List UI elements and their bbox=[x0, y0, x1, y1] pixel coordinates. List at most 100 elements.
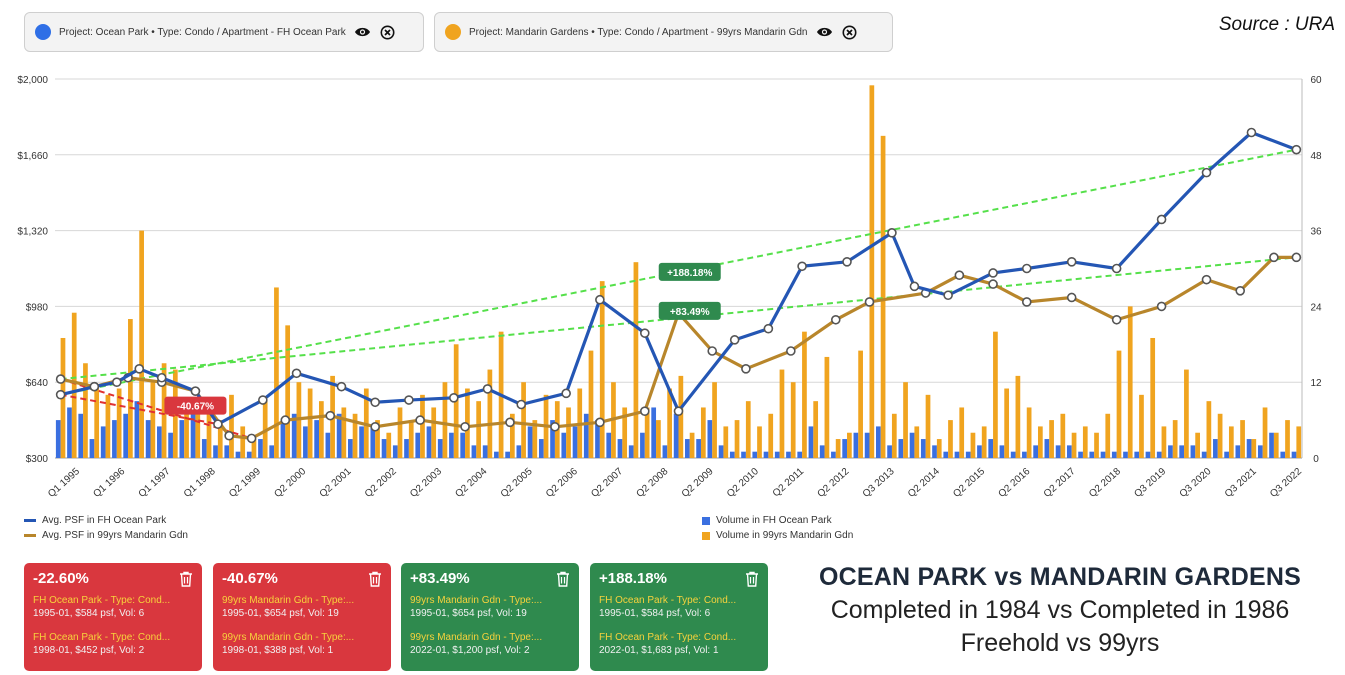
psf-point bbox=[1021, 297, 1032, 307]
x-tick-label: Q2 2001 bbox=[318, 466, 354, 500]
trash-icon[interactable] bbox=[179, 571, 193, 587]
bar-volume-mandarin bbox=[184, 401, 189, 458]
legend-label: Avg. PSF in 99yrs Mandarin Gdn bbox=[42, 530, 188, 541]
psf-point bbox=[639, 328, 650, 338]
trash-icon[interactable] bbox=[745, 571, 759, 587]
psf-point bbox=[213, 419, 223, 429]
bar-volume-ocean-park bbox=[628, 445, 634, 458]
psf-point bbox=[988, 268, 998, 278]
card-to-name: 99yrs Mandarin Gdn - Type:... bbox=[410, 632, 543, 643]
bar-volume-ocean-park bbox=[359, 426, 364, 458]
bar-volume-ocean-park bbox=[797, 451, 803, 458]
bar-volume-mandarin bbox=[869, 85, 875, 459]
series-color-dot bbox=[445, 24, 461, 40]
bar-volume-ocean-park bbox=[685, 439, 690, 458]
card-from-name: FH Ocean Park - Type: Cond... bbox=[599, 595, 737, 606]
bar-volume-ocean-park bbox=[572, 426, 578, 458]
psf-point bbox=[741, 364, 751, 374]
psf-point bbox=[224, 430, 234, 441]
bar-volume-ocean-park bbox=[404, 439, 409, 458]
bar-volume-ocean-park bbox=[718, 445, 724, 458]
psf-point bbox=[291, 368, 302, 379]
bar-volume-ocean-park bbox=[370, 426, 376, 458]
eye-icon[interactable] bbox=[816, 24, 833, 41]
bar-volume-mandarin bbox=[824, 356, 830, 458]
card-percent: +188.18% bbox=[599, 570, 667, 587]
y-right-tick-label: 24 bbox=[1310, 302, 1322, 313]
bar-volume-mandarin bbox=[1262, 407, 1268, 458]
legend-item-ocean-park-volume[interactable]: Volume in FH Ocean Park bbox=[702, 515, 832, 526]
bar-volume-ocean-park bbox=[303, 426, 308, 458]
trash-icon[interactable] bbox=[556, 571, 570, 587]
chip-label: Project: Ocean Park • Type: Condo / Apar… bbox=[59, 26, 346, 38]
bar-volume-ocean-park bbox=[1010, 451, 1016, 458]
legend-item-mandarin-volume[interactable]: Volume in 99yrs Mandarin Gdn bbox=[702, 530, 853, 541]
x-tick-label: Q2 2003 bbox=[408, 466, 444, 500]
bar-volume-mandarin bbox=[633, 262, 639, 458]
bar-volume-mandarin bbox=[83, 363, 88, 458]
headline-line2: Completed in 1984 vs Completed in 1986 bbox=[830, 596, 1290, 624]
bar-volume-ocean-park bbox=[595, 420, 600, 458]
psf-point bbox=[505, 417, 515, 428]
project-chip-ocean-park: Project: Ocean Park • Type: Condo / Apar… bbox=[24, 12, 424, 52]
bar-volume-mandarin bbox=[723, 426, 729, 458]
y-right-tick-label: 0 bbox=[1313, 454, 1319, 465]
psf-point bbox=[729, 335, 740, 345]
psf-point bbox=[1291, 144, 1302, 155]
legend-item-ocean-park-psf[interactable]: Avg. PSF in FH Ocean Park bbox=[24, 515, 166, 526]
bar-volume-mandarin bbox=[375, 420, 380, 458]
bar-volume-mandarin bbox=[285, 325, 291, 458]
bar-volume-ocean-park bbox=[909, 432, 915, 458]
psf-point bbox=[797, 261, 807, 272]
close-circle-icon[interactable] bbox=[841, 24, 858, 41]
y-left-tick-label: $1,320 bbox=[17, 227, 48, 238]
comparison-card[interactable]: +188.18% FH Ocean Park - Type: Cond... 1… bbox=[590, 563, 768, 671]
bar-volume-mandarin bbox=[116, 388, 122, 458]
trend-label-box bbox=[658, 262, 721, 281]
bar-volume-ocean-park bbox=[696, 439, 701, 458]
bar-volume-ocean-park bbox=[583, 413, 589, 458]
card-from-detail: 1995-01, $584 psf, Vol: 6 bbox=[33, 608, 145, 619]
legend-item-mandarin-psf[interactable]: Avg. PSF in 99yrs Mandarin Gdn bbox=[24, 530, 188, 541]
y-left-tick-label: $300 bbox=[26, 454, 49, 465]
bar-volume-mandarin bbox=[745, 401, 751, 458]
bar-volume-mandarin bbox=[914, 426, 920, 458]
bar-volume-ocean-park bbox=[707, 420, 713, 458]
psf-point bbox=[1156, 301, 1167, 312]
bar-volume-mandarin bbox=[1206, 401, 1212, 458]
psf-point bbox=[763, 323, 774, 334]
bar-volume-ocean-park bbox=[336, 413, 342, 458]
bar-volume-mandarin bbox=[206, 407, 212, 458]
eye-icon[interactable] bbox=[354, 24, 371, 41]
bar-volume-ocean-park bbox=[78, 413, 84, 458]
bar-volume-ocean-park bbox=[1066, 445, 1072, 458]
close-circle-icon[interactable] bbox=[379, 24, 396, 41]
bar-volume-ocean-park bbox=[977, 445, 982, 458]
headline-line3: Freehold vs 99yrs bbox=[960, 629, 1160, 657]
psf-point bbox=[1269, 252, 1279, 263]
bar-volume-mandarin bbox=[734, 420, 740, 458]
psf-point bbox=[1235, 285, 1246, 296]
psf-point bbox=[786, 346, 796, 356]
card-to-name: FH Ocean Park - Type: Cond... bbox=[599, 632, 737, 643]
bar-volume-ocean-park bbox=[1269, 432, 1274, 458]
bar-volume-ocean-park bbox=[1168, 445, 1173, 458]
x-tick-label: Q1 1995 bbox=[46, 466, 82, 500]
comparison-card[interactable]: -22.60% FH Ocean Park - Type: Cond... 19… bbox=[24, 563, 202, 671]
comparison-card[interactable]: -40.67% 99yrs Mandarin Gdn - Type:... 19… bbox=[213, 563, 391, 671]
bar-volume-mandarin bbox=[1049, 420, 1054, 458]
bar-volume-ocean-park bbox=[1145, 451, 1151, 458]
bar-volume-ocean-park bbox=[999, 445, 1005, 458]
bar-volume-ocean-park bbox=[887, 445, 892, 458]
card-from-name: FH Ocean Park - Type: Cond... bbox=[33, 595, 171, 606]
chip-label: Project: Mandarin Gardens • Type: Condo … bbox=[469, 26, 808, 38]
bar-volume-mandarin bbox=[1004, 388, 1010, 458]
psf-point bbox=[830, 314, 841, 325]
bar-volume-ocean-park bbox=[954, 451, 960, 458]
bar-volume-ocean-park bbox=[168, 432, 173, 458]
trash-icon[interactable] bbox=[368, 571, 382, 587]
bar-volume-mandarin bbox=[420, 394, 425, 458]
bar-volume-ocean-park bbox=[505, 451, 510, 458]
comparison-card[interactable]: +83.49% 99yrs Mandarin Gdn - Type:... 19… bbox=[401, 563, 579, 671]
bar-volume-ocean-park bbox=[1022, 451, 1027, 458]
